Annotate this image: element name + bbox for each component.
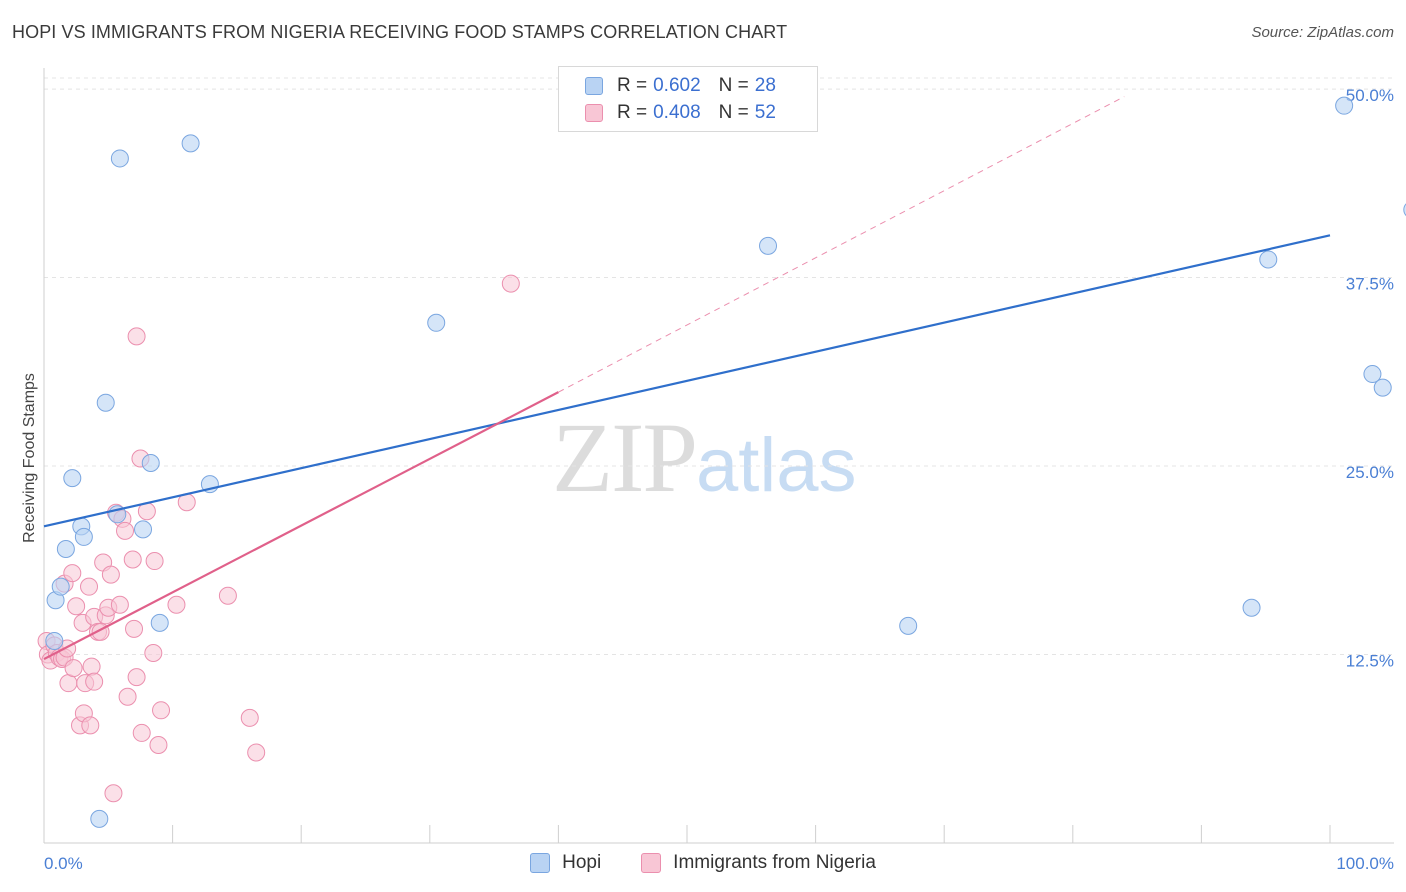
legend-nigeria-r-value: 0.408 bbox=[653, 102, 701, 123]
nigeria-point bbox=[152, 701, 171, 720]
nigeria-point bbox=[149, 735, 168, 754]
nigeria-point bbox=[125, 619, 144, 638]
nigeria-point bbox=[145, 552, 164, 571]
nigeria-point bbox=[218, 586, 237, 605]
nigeria-point bbox=[82, 657, 101, 676]
nigeria-point bbox=[118, 687, 137, 706]
chart-title: HOPI VS IMMIGRANTS FROM NIGERIA RECEIVIN… bbox=[12, 22, 788, 42]
nigeria-point bbox=[247, 743, 266, 762]
nigeria-point bbox=[110, 595, 129, 614]
hopi-point bbox=[110, 149, 129, 168]
nigeria-point bbox=[85, 672, 104, 691]
bottom-legend-hopi-label: Hopi bbox=[562, 852, 602, 873]
hopi-point bbox=[1242, 598, 1261, 617]
nigeria-point bbox=[123, 550, 142, 569]
legend-hopi-r-value: 0.602 bbox=[653, 75, 701, 96]
nigeria-point bbox=[144, 644, 163, 663]
hopi-point bbox=[141, 454, 160, 473]
x-tick-label: 100.0% bbox=[1336, 854, 1394, 873]
hopi-point bbox=[1259, 250, 1278, 269]
hopi-trend-line bbox=[43, 234, 1331, 528]
hopi-point bbox=[427, 313, 446, 332]
bottom-legend-nigeria: Immigrants from Nigeria bbox=[641, 852, 876, 874]
nigeria-point bbox=[80, 577, 99, 596]
legend-hopi-r-label: R = bbox=[617, 75, 648, 96]
nigeria-point bbox=[81, 716, 100, 735]
nigeria-point bbox=[240, 708, 259, 727]
legend-swatch-hopi bbox=[585, 77, 603, 95]
hopi-point bbox=[1373, 378, 1392, 397]
bottom-legend-hopi: Hopi bbox=[530, 852, 601, 874]
legend-hopi-n-value: 28 bbox=[754, 75, 776, 96]
hopi-point bbox=[45, 631, 64, 650]
nigeria-point bbox=[101, 565, 120, 584]
watermark-zip: ZIP bbox=[552, 402, 698, 513]
nigeria-point bbox=[127, 668, 146, 687]
hopi-point bbox=[90, 809, 109, 828]
legend-hopi-n-label: N = bbox=[718, 75, 749, 96]
watermark-atlas: atlas bbox=[696, 423, 857, 508]
hopi-point bbox=[63, 469, 82, 488]
hopi-point bbox=[1335, 96, 1354, 115]
bottom-legend-nigeria-label: Immigrants from Nigeria bbox=[673, 852, 876, 873]
y-tick-label: 50.0% bbox=[1346, 86, 1394, 105]
legend-row-nigeria: R = 0.408 N = 52 bbox=[585, 100, 776, 126]
y-axis-label: Receiving Food Stamps bbox=[21, 373, 38, 543]
hopi-point bbox=[150, 613, 169, 632]
hopi-point bbox=[759, 236, 778, 255]
watermark: ZIPatlas bbox=[552, 400, 857, 515]
nigeria-point bbox=[116, 521, 135, 540]
legend-nigeria-r-label: R = bbox=[617, 102, 648, 123]
hopi-point bbox=[56, 539, 75, 558]
y-tick-label: 25.0% bbox=[1346, 463, 1394, 482]
bottom-legend-swatch-nigeria bbox=[641, 853, 662, 873]
legend: R = 0.602 N = 28 R = 0.408 N = 52 bbox=[558, 66, 818, 132]
nigeria-point bbox=[132, 723, 151, 742]
hopi-point bbox=[74, 527, 93, 546]
hopi-point bbox=[96, 393, 115, 412]
nigeria-point bbox=[64, 659, 83, 678]
nigeria-point bbox=[67, 597, 86, 616]
hopi-point bbox=[1363, 365, 1382, 384]
nigeria-point bbox=[127, 327, 146, 346]
nigeria-trend-extension bbox=[558, 96, 1125, 393]
bottom-legend-swatch-hopi bbox=[530, 853, 551, 873]
y-tick-label: 12.5% bbox=[1346, 652, 1394, 671]
nigeria-point bbox=[59, 674, 78, 693]
nigeria-trend-line bbox=[43, 391, 559, 661]
nigeria-point bbox=[167, 595, 186, 614]
hopi-point bbox=[181, 134, 200, 153]
legend-row-hopi: R = 0.602 N = 28 bbox=[585, 73, 776, 99]
bottom-legend: Hopi Immigrants from Nigeria bbox=[0, 852, 1406, 874]
source-label: Source: ZipAtlas.com bbox=[1251, 24, 1394, 41]
y-tick-label: 37.5% bbox=[1346, 275, 1394, 294]
nigeria-point bbox=[63, 564, 82, 583]
hopi-point bbox=[899, 616, 918, 635]
nigeria-point bbox=[501, 274, 520, 293]
legend-nigeria-n-value: 52 bbox=[754, 102, 776, 123]
hopi-point bbox=[1403, 203, 1406, 217]
legend-swatch-nigeria bbox=[585, 104, 603, 122]
x-tick-label: 0.0% bbox=[44, 854, 83, 873]
legend-nigeria-n-label: N = bbox=[718, 102, 749, 123]
hopi-point bbox=[51, 577, 70, 596]
nigeria-point bbox=[104, 784, 123, 803]
hopi-point bbox=[134, 520, 153, 539]
